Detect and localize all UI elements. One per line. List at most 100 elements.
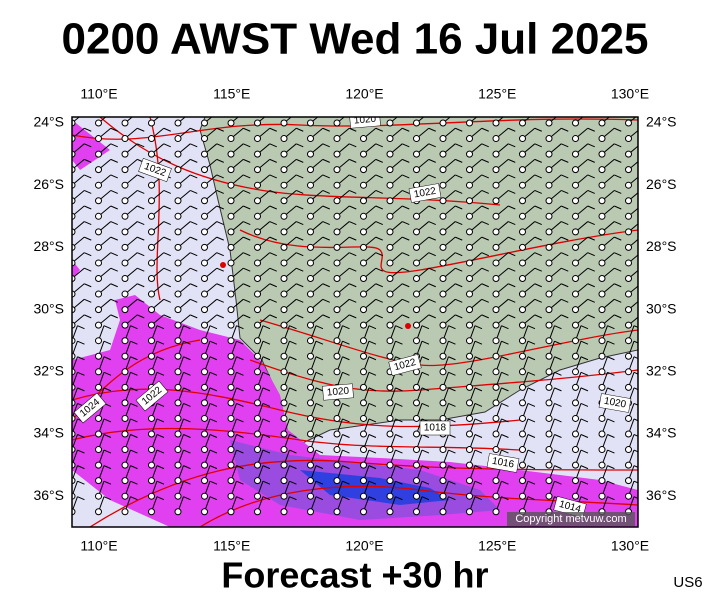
barb-flag [216, 127, 224, 132]
barb-station [545, 259, 553, 267]
barb-station [519, 259, 526, 267]
barb-flag [216, 190, 224, 194]
barb-flag [342, 356, 350, 361]
barb-flag [402, 283, 410, 288]
barb-station [625, 368, 632, 376]
barb-flag [289, 387, 297, 392]
barb-station [148, 508, 155, 516]
isobar-label: 1018 [419, 420, 451, 436]
barb-station [333, 352, 341, 360]
barb-flag [77, 340, 85, 345]
barb-flag [296, 174, 304, 179]
barb-flag [342, 325, 350, 330]
barb-station [519, 414, 526, 422]
barb-flag [561, 283, 569, 288]
barb-station [333, 477, 341, 485]
barb-station [95, 461, 102, 469]
barb-station [545, 352, 553, 360]
barb-station [545, 166, 553, 174]
barb-station [121, 306, 129, 314]
barb-flag [375, 158, 383, 163]
barb-station [121, 228, 129, 236]
isobar-label-bg [486, 453, 520, 473]
barb-flag [349, 174, 357, 179]
barb-station [148, 477, 155, 485]
barb-station [466, 228, 473, 236]
barb-station [174, 399, 182, 407]
barb-station [545, 414, 553, 422]
barb-flag [402, 252, 410, 257]
barb-station [121, 119, 129, 127]
barb-station [360, 461, 367, 469]
barb-station [148, 290, 155, 298]
barb-station [625, 383, 632, 391]
barb-station [439, 181, 447, 189]
barb-station [519, 119, 526, 127]
barb-station [174, 368, 182, 376]
barb-flag [580, 449, 589, 454]
barb-flag [130, 418, 138, 423]
barb-station [572, 290, 579, 298]
barb-station [360, 275, 367, 282]
barb-flag [190, 314, 198, 319]
barb-station [466, 119, 473, 127]
barb-flag [561, 143, 569, 148]
barb-station [333, 243, 341, 251]
barb-flag [588, 113, 595, 116]
barb-flag [322, 283, 330, 288]
barb-station [307, 337, 314, 345]
barb-station [598, 197, 606, 205]
barb-flag [262, 371, 271, 376]
barb-station [492, 181, 500, 189]
barb-station [201, 492, 208, 500]
barb-flag [368, 480, 377, 485]
barb-station [466, 259, 473, 267]
barb-station [227, 430, 235, 438]
barb-flag [375, 205, 383, 210]
barb-station [95, 492, 102, 500]
barb-flag [84, 190, 92, 194]
barb-flag [587, 205, 595, 210]
barb-station [598, 383, 606, 391]
barb-station [386, 181, 394, 189]
barb-flag [395, 402, 403, 407]
barb-flag [163, 221, 171, 226]
barb-station [174, 321, 182, 329]
isobar-label-text: 1022 [413, 186, 437, 201]
barb-station [545, 399, 553, 407]
barb-station [307, 352, 314, 360]
barb-flag [614, 174, 622, 179]
barb-station [148, 352, 155, 360]
barb-station [466, 181, 473, 189]
barb-flag [395, 340, 403, 345]
barb-station [121, 135, 129, 143]
barb-flag [111, 113, 118, 116]
barb-flag [236, 325, 244, 330]
barb-flag [296, 143, 304, 148]
barb-flag [429, 113, 436, 116]
barb-station [572, 461, 579, 469]
barb-station [519, 181, 526, 189]
barb-flag [349, 158, 357, 163]
barb-flag [130, 496, 138, 501]
barb-flag [236, 418, 244, 423]
barb-station [360, 508, 367, 516]
barb-flag [243, 158, 251, 163]
barb-flag [289, 418, 297, 423]
barb-station [95, 119, 102, 127]
barb-station [360, 290, 367, 298]
barb-station [572, 306, 579, 314]
barb-station [148, 275, 155, 282]
barb-flag [474, 496, 483, 501]
barb-flag [527, 465, 536, 470]
barb-station [95, 321, 102, 329]
barb-flag [289, 356, 297, 361]
barb-flag [448, 496, 456, 501]
barb-flag [607, 449, 615, 454]
barb-flag [190, 283, 198, 288]
barb-flag [395, 325, 403, 330]
barb-flag [163, 205, 171, 210]
barb-station [333, 275, 341, 282]
barb-station [95, 197, 102, 205]
barb-station [174, 306, 182, 314]
